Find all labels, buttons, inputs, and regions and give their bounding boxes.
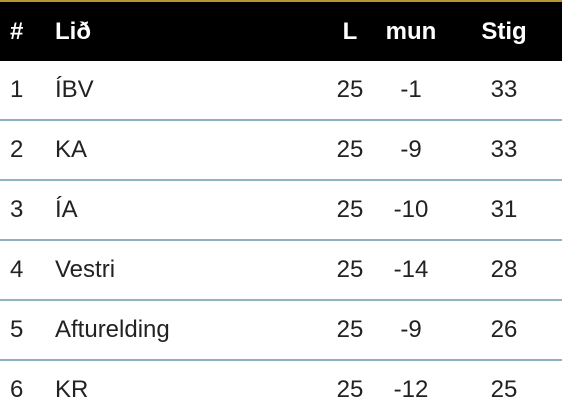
table-row: 3 ÍA 25 -10 31 xyxy=(0,181,562,241)
row-played: 25 xyxy=(336,316,364,343)
row-position: 4 xyxy=(10,256,24,283)
table-row: 2 KA 25 -9 33 xyxy=(0,121,562,181)
row-points: 25 xyxy=(490,376,518,403)
row-played: 25 xyxy=(336,256,364,283)
header-points: Stig xyxy=(481,18,527,45)
row-team: ÍA xyxy=(55,196,78,223)
table-row: 5 Afturelding 25 -9 26 xyxy=(0,301,562,361)
table-header: # Lið L mun Stig xyxy=(0,2,562,61)
row-played: 25 xyxy=(336,136,364,163)
row-team: ÍBV xyxy=(55,76,94,103)
row-team: Vestri xyxy=(55,256,116,283)
row-position: 2 xyxy=(10,136,24,163)
table-body: 1 ÍBV 25 -1 33 2 KA 25 -9 33 3 ÍA 25 -10… xyxy=(0,61,562,418)
row-goal-difference: -9 xyxy=(400,136,422,163)
row-team: Afturelding xyxy=(55,316,170,343)
row-position: 3 xyxy=(10,196,24,223)
row-position: 5 xyxy=(10,316,24,343)
row-played: 25 xyxy=(336,196,364,223)
row-goal-difference: -12 xyxy=(393,376,429,403)
top-accent-line xyxy=(0,0,562,2)
header-goal-difference: mun xyxy=(385,18,437,45)
row-goal-difference: -10 xyxy=(393,196,429,223)
row-team: KA xyxy=(55,136,88,163)
header-team: Lið xyxy=(55,18,91,45)
row-points: 31 xyxy=(490,196,518,223)
header-played: L xyxy=(342,18,358,45)
row-team: KR xyxy=(55,376,89,403)
row-position: 1 xyxy=(10,76,24,103)
row-goal-difference: -1 xyxy=(400,76,422,103)
table-row: 6 KR 25 -12 25 xyxy=(0,361,562,418)
row-points: 26 xyxy=(490,316,518,343)
row-points: 33 xyxy=(490,76,518,103)
row-played: 25 xyxy=(336,376,364,403)
table-row: 1 ÍBV 25 -1 33 xyxy=(0,61,562,121)
row-points: 33 xyxy=(490,136,518,163)
row-goal-difference: -14 xyxy=(393,256,429,283)
row-points: 28 xyxy=(490,256,518,283)
row-position: 6 xyxy=(10,376,24,403)
row-played: 25 xyxy=(336,76,364,103)
header-position: # xyxy=(10,18,24,45)
table-row: 4 Vestri 25 -14 28 xyxy=(0,241,562,301)
row-goal-difference: -9 xyxy=(400,316,422,343)
